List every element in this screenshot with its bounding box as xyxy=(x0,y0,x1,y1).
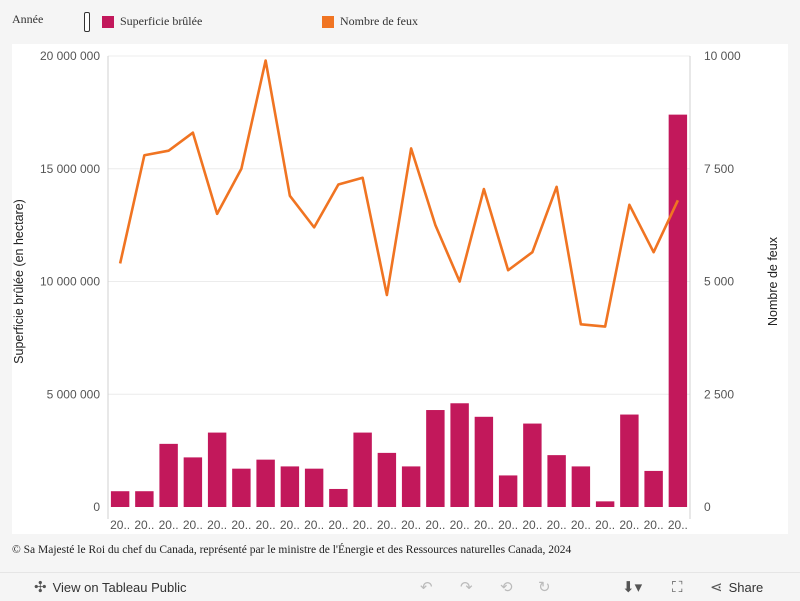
x-tick-label: 20.. xyxy=(668,518,688,532)
year-filter-handle[interactable] xyxy=(84,12,90,32)
x-tick-label: 20.. xyxy=(183,518,203,532)
share-button[interactable]: ⋖ Share xyxy=(710,577,763,597)
legend-item-fires[interactable]: Nombre de feux xyxy=(322,14,418,29)
revert-icon[interactable]: ⟲ xyxy=(500,577,513,597)
copyright-note: © Sa Majesté le Roi du chef du Canada, r… xyxy=(12,544,571,556)
x-tick-label: 20.. xyxy=(134,518,154,532)
share-label: Share xyxy=(729,580,764,595)
bar-superficie xyxy=(499,475,517,507)
y-tick-left: 20 000 000 xyxy=(40,49,100,63)
legend-item-area[interactable]: Superficie brûlée xyxy=(102,14,202,29)
bar-superficie xyxy=(232,469,250,507)
tableau-logo-icon: ✣ xyxy=(34,578,47,596)
y-tick-right: 2 500 xyxy=(704,387,734,401)
view-on-tableau-button[interactable]: ✣ View on Tableau Public xyxy=(34,577,187,597)
view-on-tableau-label: View on Tableau Public xyxy=(53,580,187,595)
x-tick-label: 20.. xyxy=(353,518,373,532)
bar-superficie xyxy=(402,466,420,507)
redo-icon[interactable]: ↷ xyxy=(460,577,473,597)
y-axis-title-right: Nombre de feux xyxy=(766,236,780,326)
bar-superficie xyxy=(378,453,396,507)
x-tick-label: 20.. xyxy=(159,518,179,532)
x-tick-label: 20.. xyxy=(110,518,130,532)
bar-superficie xyxy=(596,501,614,507)
legend-label-area: Superficie brûlée xyxy=(120,14,202,29)
bar-superficie xyxy=(329,489,347,507)
bar-superficie xyxy=(111,491,129,507)
bar-superficie xyxy=(353,433,371,507)
bar-superficie xyxy=(305,469,323,507)
combo-chart: 0 0 5 000 000 2 500 10 000 000 5 000 15 000 00… xyxy=(12,44,788,534)
chart-area: 0 0 5 000 000 2 500 10 000 000 5 000 15 000 00… xyxy=(12,44,788,534)
fullscreen-icon[interactable]: ⛶ xyxy=(672,577,683,597)
legend: Année Superficie brûlée Nombre de feux xyxy=(0,0,800,44)
bar-superficie xyxy=(281,466,299,507)
download-icon[interactable]: ⬇▾ xyxy=(622,577,642,597)
x-tick-label: 20.. xyxy=(377,518,397,532)
refresh-icon[interactable]: ↻ xyxy=(538,577,551,597)
x-tick-label: 20.. xyxy=(498,518,518,532)
x-tick-label: 20.. xyxy=(450,518,470,532)
legend-title: Année xyxy=(12,12,43,27)
bar-superficie xyxy=(475,417,493,507)
bar-superficie xyxy=(426,410,444,507)
x-tick-label: 20.. xyxy=(207,518,227,532)
y-tick-left: 10 000 000 xyxy=(40,275,100,289)
bar-superficie xyxy=(547,455,565,507)
bar-superficie xyxy=(159,444,177,507)
x-tick-label: 20.. xyxy=(474,518,494,532)
share-icon: ⋖ xyxy=(710,578,723,596)
y-tick-left: 5 000 000 xyxy=(47,387,101,401)
bar-superficie xyxy=(256,460,274,507)
legend-label-fires: Nombre de feux xyxy=(340,14,418,29)
x-tick-label: 20.. xyxy=(280,518,300,532)
bar-superficie xyxy=(450,403,468,507)
y-tick-right: 0 xyxy=(704,500,711,514)
bar-superficie xyxy=(669,115,687,507)
bar-superficie xyxy=(620,415,638,507)
bar-superficie xyxy=(208,433,226,507)
legend-swatch-fires xyxy=(322,16,334,28)
x-tick-label: 20.. xyxy=(401,518,421,532)
undo-icon[interactable]: ↶ xyxy=(420,577,433,597)
tableau-toolbar: ✣ View on Tableau Public ↶ ↷ ⟲ ↻ ⬇▾ ⛶ ⋖ … xyxy=(0,572,800,601)
x-tick-label: 20.. xyxy=(644,518,664,532)
bar-superficie xyxy=(644,471,662,507)
bar-superficie xyxy=(135,491,153,507)
y-tick-right: 7 500 xyxy=(704,162,734,176)
x-tick-label: 20.. xyxy=(522,518,542,532)
line-nombre-feux xyxy=(120,61,678,327)
bar-superficie xyxy=(572,466,590,507)
x-tick-label: 20.. xyxy=(619,518,639,532)
x-tick-label: 20.. xyxy=(304,518,324,532)
y-axis-title-left: Superficie brûlée (en hectare) xyxy=(12,199,26,364)
y-tick-right: 10 000 xyxy=(704,49,741,63)
bar-superficie xyxy=(523,424,541,507)
y-tick-left: 15 000 000 xyxy=(40,162,100,176)
legend-swatch-area xyxy=(102,16,114,28)
x-tick-label: 20.. xyxy=(256,518,276,532)
x-tick-label: 20.. xyxy=(425,518,445,532)
x-tick-label: 20.. xyxy=(571,518,591,532)
y-tick-left: 0 xyxy=(93,500,100,514)
y-tick-right: 5 000 xyxy=(704,275,734,289)
x-tick-label: 20.. xyxy=(547,518,567,532)
bar-superficie xyxy=(184,457,202,507)
x-tick-label: 20.. xyxy=(328,518,348,532)
x-tick-label: 20.. xyxy=(595,518,615,532)
x-tick-label: 20.. xyxy=(231,518,251,532)
